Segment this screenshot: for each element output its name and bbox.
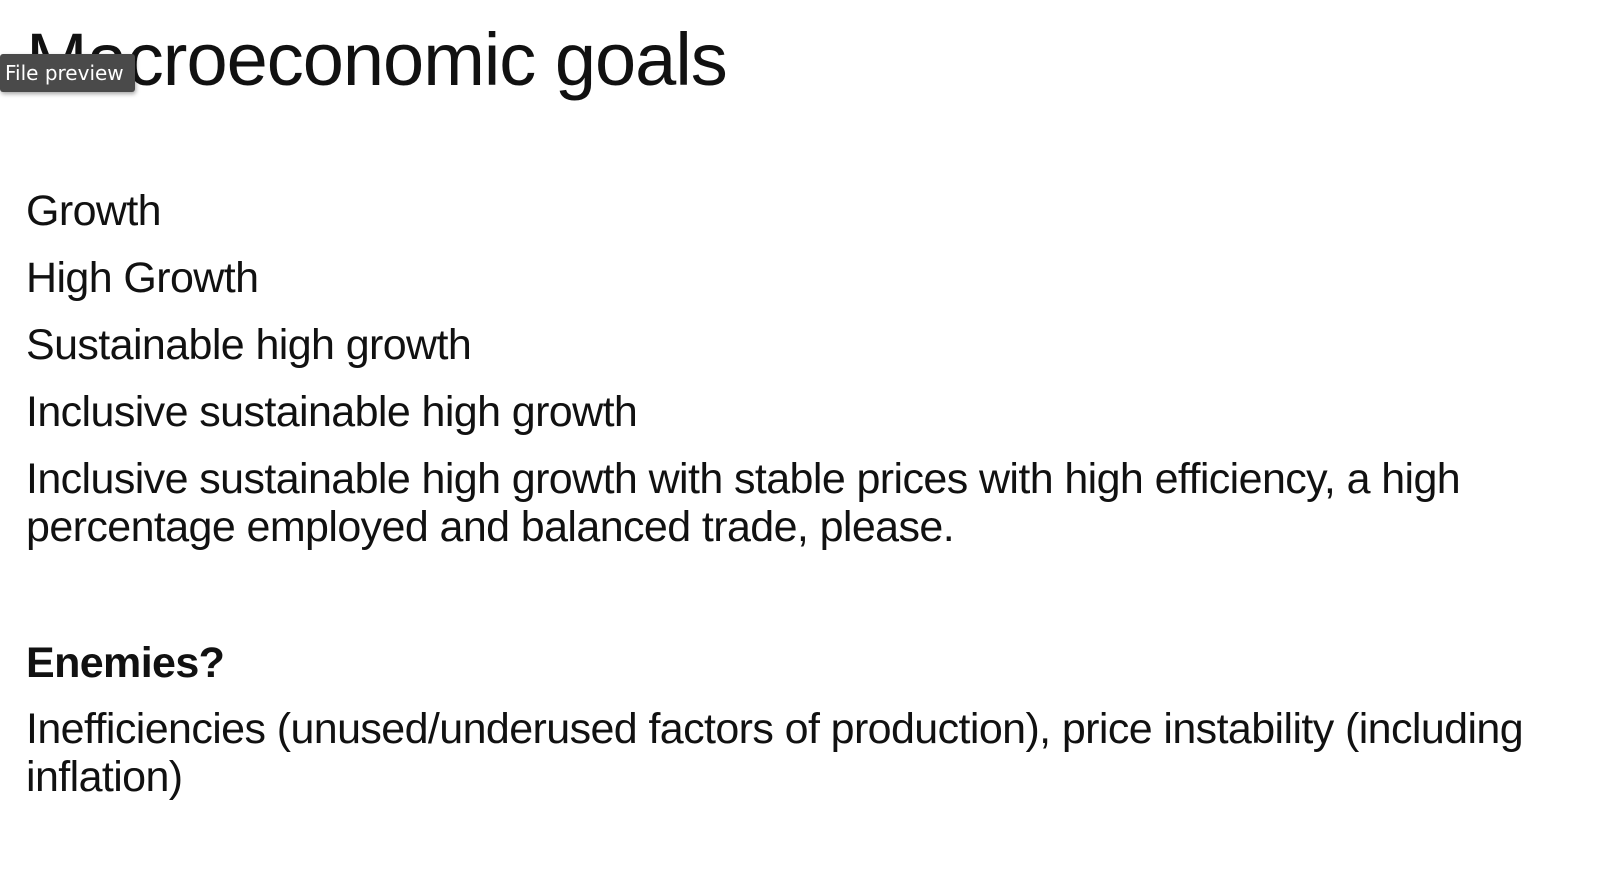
enemies-heading: Enemies? (26, 639, 225, 687)
enemies-detail: Inefficiencies (unused/underused factors… (26, 705, 1524, 801)
goal-line-high-growth: High Growth (26, 254, 259, 302)
file-preview-tooltip: File preview (0, 54, 135, 92)
goal-line-growth: Growth (26, 187, 162, 235)
goal-line-inclusive-sustainable-high-growth: Inclusive sustainable high growth (26, 388, 638, 436)
goal-line-sustainable-high-growth: Sustainable high growth (26, 321, 472, 369)
goal-line-full-statement: Inclusive sustainable high growth with s… (26, 455, 1461, 551)
slide-title: Macroeconomic goals (26, 18, 728, 101)
